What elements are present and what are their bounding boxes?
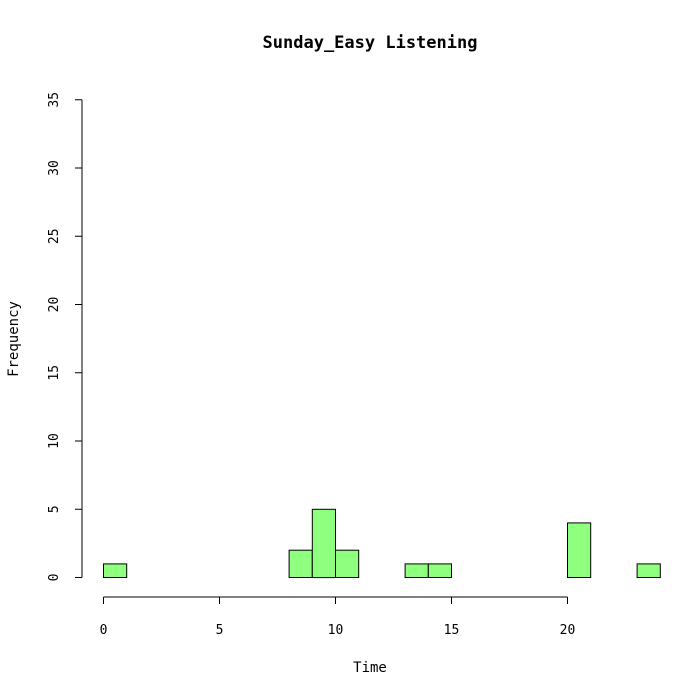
y-tick-label: 30 (47, 160, 62, 176)
x-tick-label: 5 (216, 623, 224, 638)
x-axis-label: Time (353, 660, 387, 676)
histogram-bar (404, 563, 429, 579)
histogram-bar (335, 549, 360, 579)
y-tick-label: 15 (47, 365, 62, 381)
histogram-bar (103, 563, 128, 579)
y-tick-label: 0 (47, 574, 62, 582)
y-axis-label: Frequency (6, 301, 22, 377)
y-tick-label: 5 (47, 505, 62, 513)
histogram-bar (636, 563, 661, 579)
y-tick-label: 20 (47, 297, 62, 313)
x-tick-label: 0 (100, 623, 108, 638)
y-tick-label: 25 (47, 228, 62, 244)
x-axis: 0 5 10 15 20 (100, 596, 576, 638)
histogram-bar (567, 522, 592, 579)
bars-group (103, 508, 661, 579)
chart-title: Sunday_Easy Listening (263, 33, 478, 53)
y-tick-label: 35 (47, 92, 62, 108)
histogram-bar (288, 549, 313, 579)
x-tick-label: 20 (560, 623, 576, 638)
histogram-bar (311, 508, 336, 579)
histogram-bar (427, 563, 452, 579)
y-axis: 0 5 10 15 20 25 30 35 (47, 92, 83, 582)
x-tick-label: 10 (328, 623, 344, 638)
y-tick-label: 10 (47, 433, 62, 449)
x-tick-label: 15 (444, 623, 460, 638)
